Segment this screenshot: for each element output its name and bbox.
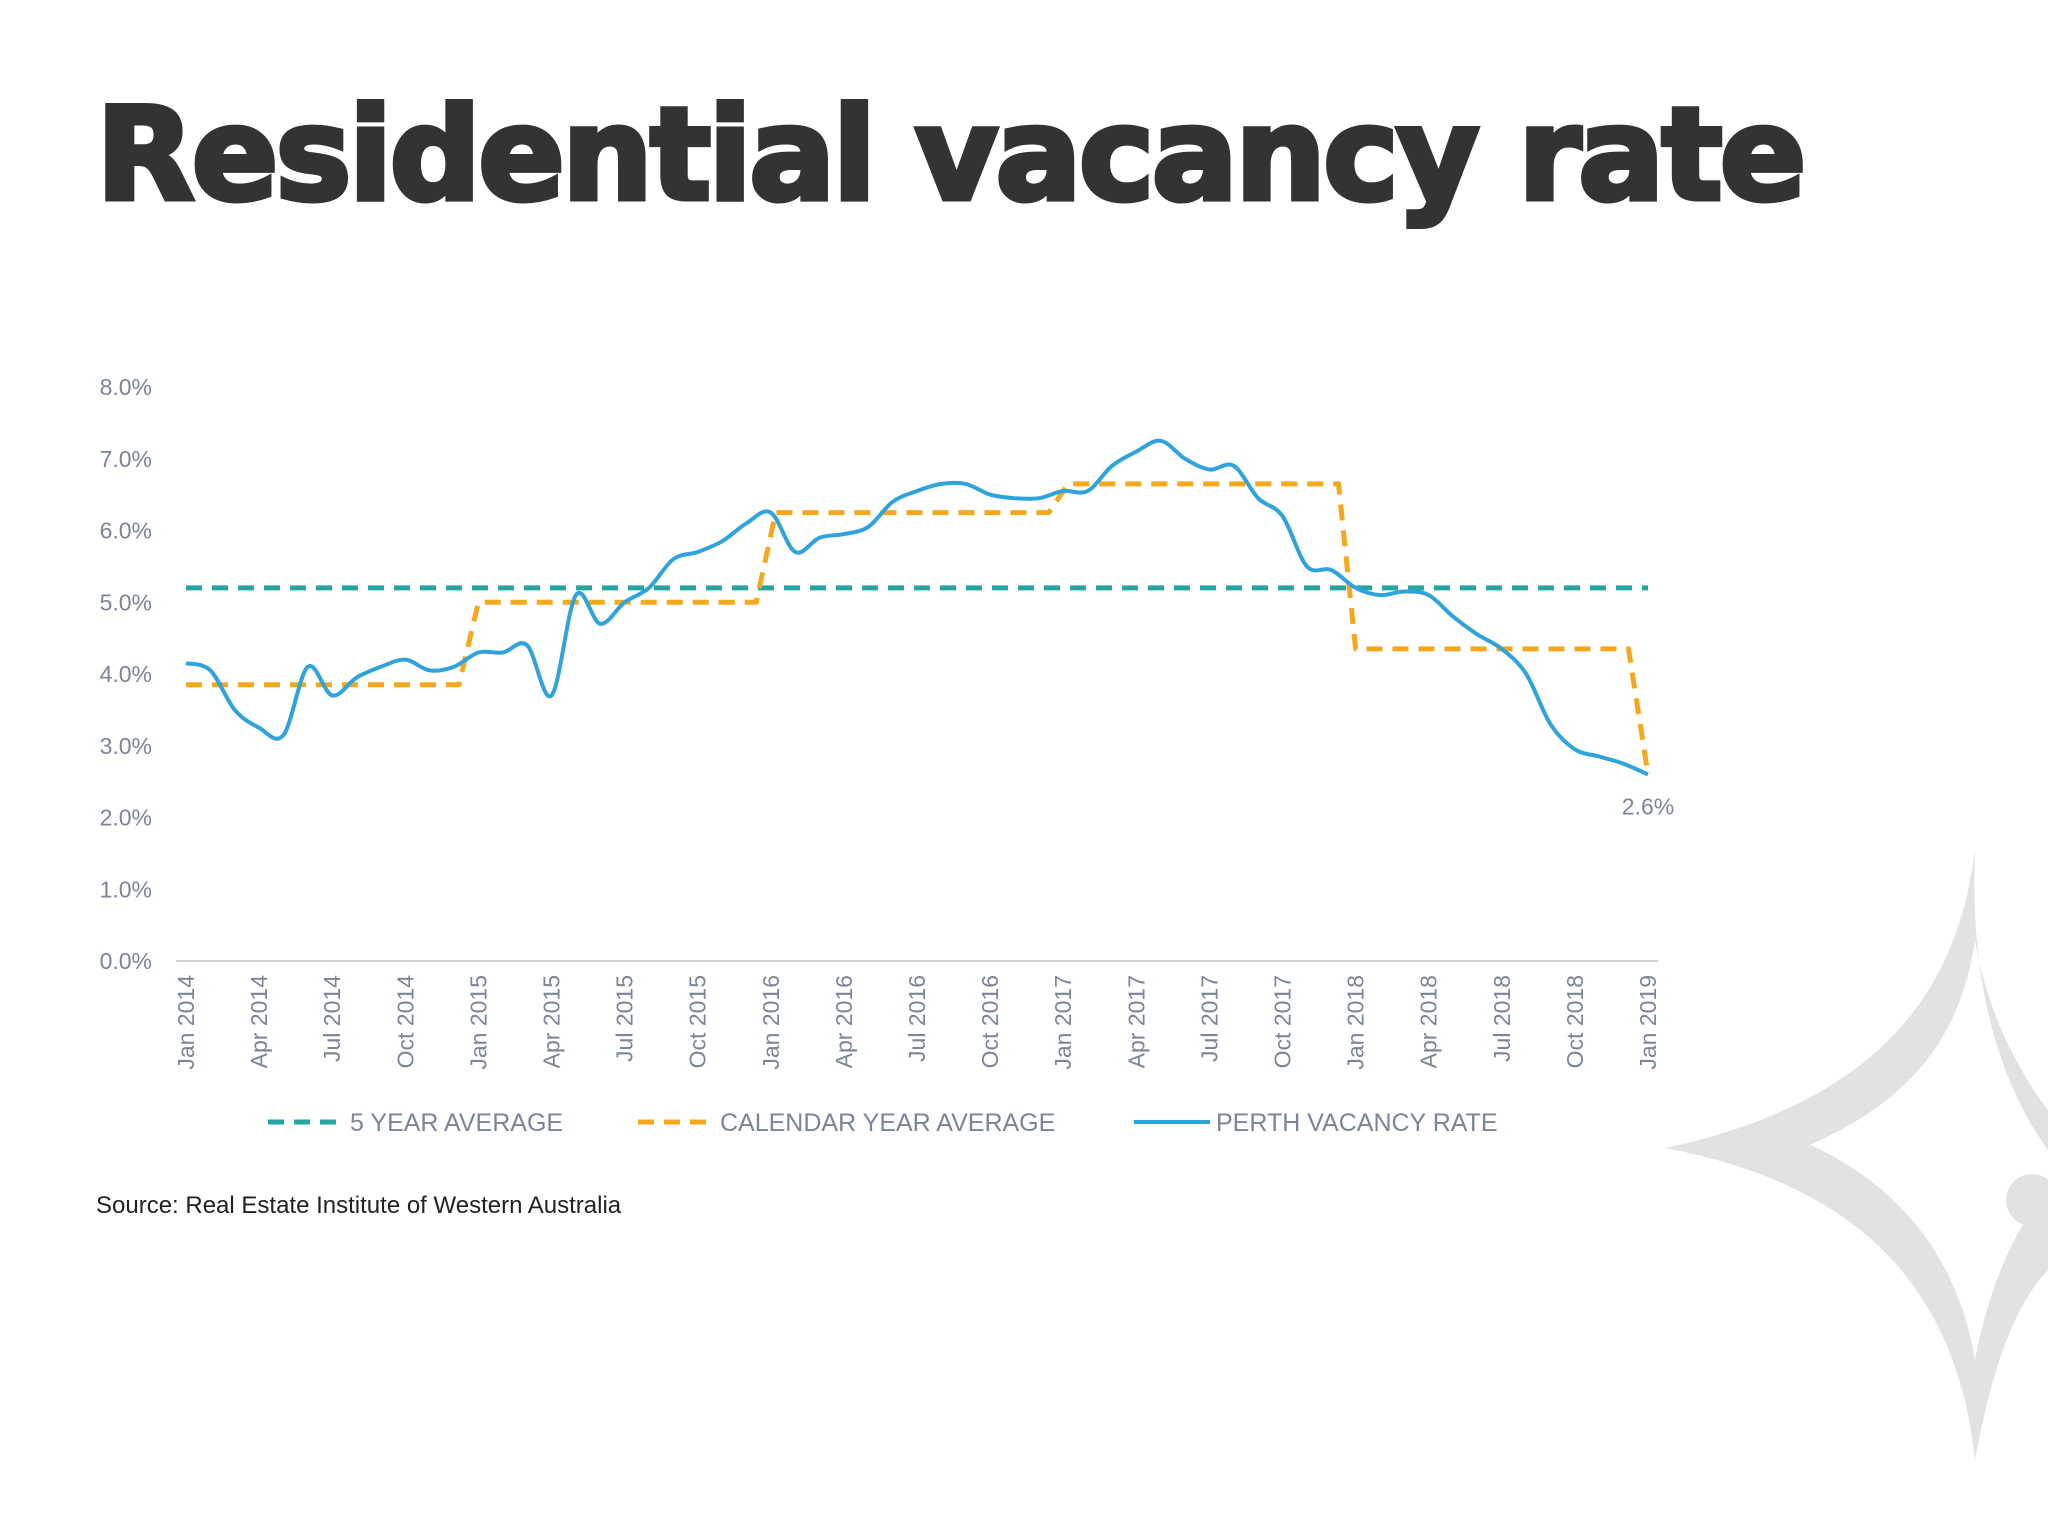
x-tick-label: Apr 2017 bbox=[1123, 975, 1149, 1068]
x-tick-label: Jul 2015 bbox=[612, 975, 638, 1062]
x-tick-label: Oct 2018 bbox=[1562, 975, 1588, 1068]
series-layer bbox=[185, 438, 1651, 777]
y-tick-label: 1.0% bbox=[100, 876, 152, 902]
legend-calendar-year-average: CALENDAR YEAR AVERAGE bbox=[638, 1109, 1055, 1137]
legend: 5 YEAR AVERAGE CALENDAR YEAR AVERAGE PERTH… bbox=[268, 1109, 1498, 1137]
x-tick-label: Jan 2017 bbox=[1050, 975, 1076, 1070]
x-tick-label: Oct 2015 bbox=[685, 975, 711, 1068]
x-tick-label: Apr 2015 bbox=[539, 975, 565, 1068]
perth-vacancy-rate-line bbox=[185, 438, 1649, 777]
y-tick-label: 8.0% bbox=[100, 374, 152, 400]
x-tick-label: Jul 2014 bbox=[319, 975, 345, 1062]
y-tick-label: 0.0% bbox=[100, 948, 152, 974]
calendar-year-average-line bbox=[186, 481, 1651, 775]
end-value-label: 2.6% bbox=[1622, 793, 1674, 819]
x-tick-label: Oct 2016 bbox=[977, 975, 1003, 1068]
y-axis-labels: 0.0% 1.0% 2.0% 3.0% 4.0% 5.0% 6.0% 7.0% 8.0% bbox=[100, 374, 152, 974]
star-logo-icon bbox=[1665, 848, 2048, 1460]
y-tick-label: 5.0% bbox=[100, 589, 152, 615]
x-tick-label: Oct 2014 bbox=[392, 975, 418, 1069]
y-tick-label: 6.0% bbox=[100, 518, 152, 544]
y-tick-label: 4.0% bbox=[100, 661, 152, 687]
y-tick-label: 7.0% bbox=[100, 446, 152, 472]
legend-five-year-average: 5 YEAR AVERAGE bbox=[268, 1109, 563, 1137]
annotation-layer: 2.6% bbox=[1622, 793, 1674, 819]
legend-label: CALENDAR YEAR AVERAGE bbox=[720, 1109, 1055, 1137]
x-tick-label: Jan 2018 bbox=[1343, 975, 1369, 1070]
x-tick-label: Jul 2018 bbox=[1489, 975, 1515, 1062]
legend-label: PERTH VACANCY RATE bbox=[1216, 1109, 1498, 1137]
x-tick-label: Jan 2014 bbox=[173, 975, 199, 1070]
x-tick-label: Jan 2019 bbox=[1635, 975, 1661, 1070]
y-tick-label: 3.0% bbox=[100, 733, 152, 759]
page-title: Residential vacancy rate bbox=[93, 81, 1808, 230]
x-tick-label: Jul 2016 bbox=[904, 975, 930, 1062]
source-note: Source: Real Estate Institute of Western… bbox=[96, 1192, 622, 1219]
legend-label: 5 YEAR AVERAGE bbox=[350, 1109, 563, 1137]
x-tick-label: Apr 2014 bbox=[246, 975, 272, 1069]
x-tick-label: Jul 2017 bbox=[1196, 975, 1222, 1062]
x-tick-label: Jan 2016 bbox=[758, 975, 784, 1070]
x-axis-labels: Jan 2014 Apr 2014 Jul 2014 Oct 2014 Jan 2015… bbox=[173, 975, 1661, 1070]
x-tick-label: Apr 2016 bbox=[831, 975, 857, 1068]
x-tick-label: Jan 2015 bbox=[465, 975, 491, 1070]
y-tick-label: 2.0% bbox=[100, 805, 152, 831]
x-tick-label: Oct 2017 bbox=[1270, 975, 1296, 1068]
legend-perth-vacancy-rate: PERTH VACANCY RATE bbox=[1134, 1109, 1498, 1137]
x-tick-label: Apr 2018 bbox=[1416, 975, 1442, 1068]
